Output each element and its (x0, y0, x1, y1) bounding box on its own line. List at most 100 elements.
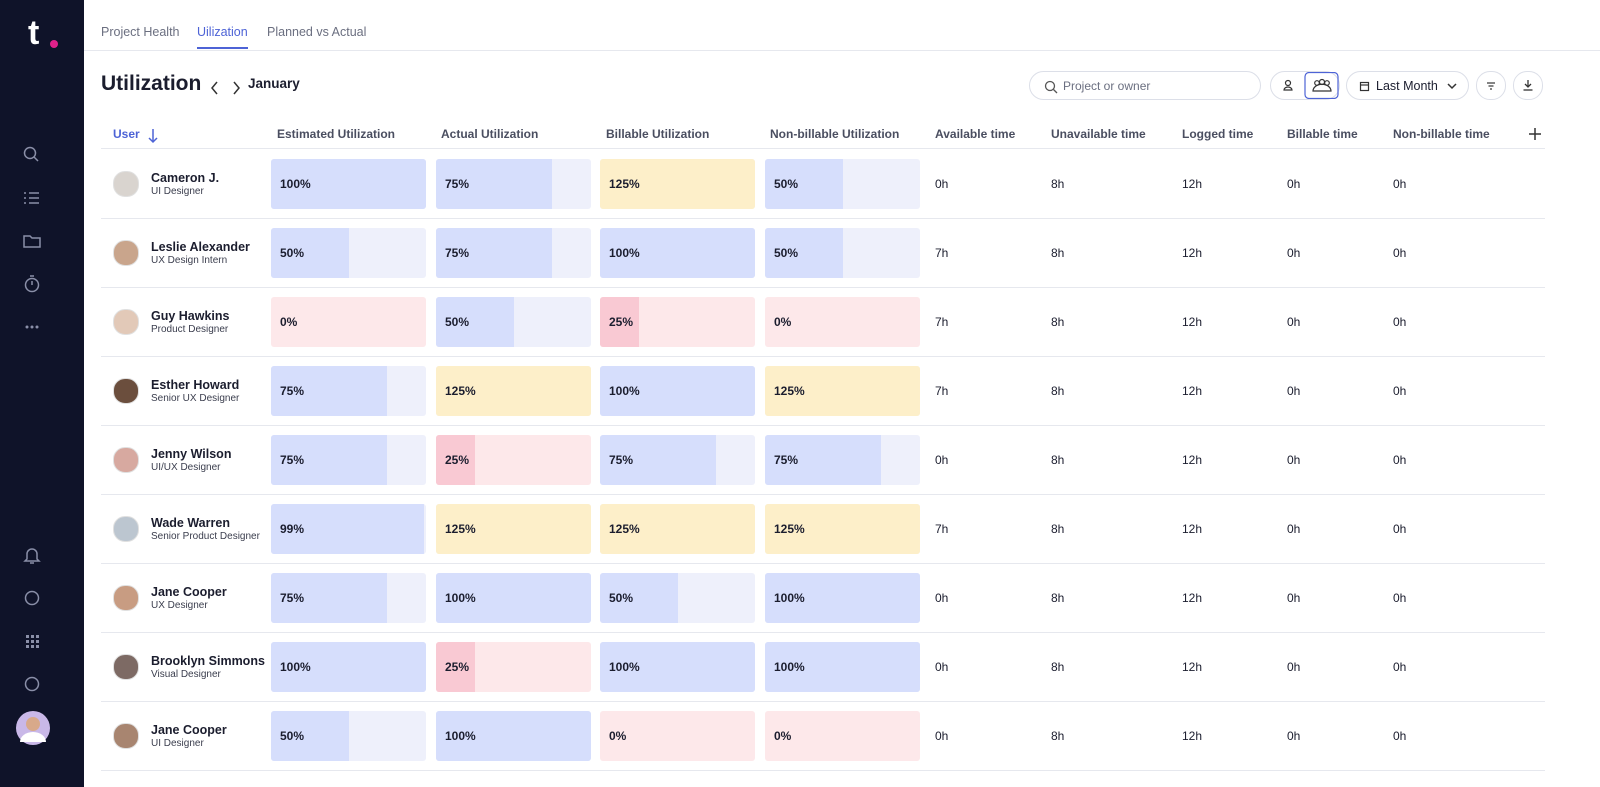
avatar (113, 447, 139, 473)
user-name: Jenny Wilson (151, 447, 232, 461)
sort-arrow[interactable] (146, 127, 160, 145)
time-value: 0h (1393, 384, 1407, 398)
utilization-label: 75% (280, 384, 305, 398)
time-value: 12h (1182, 246, 1203, 260)
team-view[interactable] (1304, 72, 1339, 99)
tab-underline (197, 47, 248, 49)
time-value: 7h (935, 315, 949, 329)
utilization-fill (436, 366, 591, 416)
utilization-label: 75% (445, 177, 470, 191)
time-value: 8h (1051, 315, 1065, 329)
utilization-bar: 75% (436, 228, 591, 278)
utilization-bar: 100% (765, 573, 920, 623)
sidebar: t (0, 0, 84, 787)
time-value: 12h (1182, 522, 1203, 536)
utilization-fill (436, 573, 591, 623)
utilization-label: 100% (774, 660, 805, 674)
tasks-icon[interactable] (24, 192, 39, 204)
period-dropdown[interactable]: Last Month (1346, 71, 1469, 100)
add-column[interactable] (1526, 125, 1544, 143)
user-role: Senior UX Designer (151, 393, 240, 404)
time-value: 8h (1051, 453, 1065, 467)
prev-button[interactable] (211, 81, 218, 95)
logo[interactable]: t (28, 14, 40, 52)
folder-icon[interactable] (23, 235, 41, 248)
utilization-bar: 50% (765, 228, 920, 278)
apps-icon[interactable] (26, 635, 39, 648)
month-nav (211, 81, 240, 95)
time-value: 0h (1393, 591, 1407, 605)
row-line (101, 770, 1545, 771)
download-icon (1523, 80, 1533, 91)
utilization-bar: 50% (765, 159, 920, 209)
utilization-bar: 125% (600, 504, 755, 554)
tab-active[interactable]: Uilization (197, 25, 248, 39)
tab[interactable]: Planned vs Actual (267, 25, 367, 39)
user-name: Jane Cooper (151, 585, 227, 599)
utilization-label: 125% (445, 522, 476, 536)
row-line (101, 632, 1545, 633)
avatar (113, 240, 139, 266)
utilization-fill (600, 573, 678, 623)
time-value: 8h (1051, 729, 1065, 743)
time-value: 12h (1182, 660, 1203, 674)
more-icon[interactable] (25, 325, 39, 329)
utilization-label: 75% (280, 591, 305, 605)
time-value: 0h (1287, 453, 1301, 467)
user-role: Visual Designer (151, 669, 221, 680)
time-value: 0h (1393, 522, 1407, 536)
time-value: 0h (935, 177, 949, 191)
utilization-label: 50% (774, 246, 799, 260)
time-value: 0h (1393, 729, 1407, 743)
avatar (113, 654, 139, 680)
help-icon[interactable] (24, 676, 40, 692)
download-button[interactable] (1513, 71, 1543, 100)
tab[interactable]: Project Health (101, 25, 180, 39)
utilization-bar: 100% (600, 366, 755, 416)
time-value: 0h (1287, 315, 1301, 329)
column-header: Billable time (1287, 127, 1358, 141)
utilization-label: 0% (609, 729, 627, 743)
search-placeholder: Project or owner (1063, 79, 1151, 93)
user-name: Esther Howard (151, 378, 240, 392)
period-label: Last Month (1376, 79, 1438, 93)
column-header: Non-billable time (1393, 127, 1490, 141)
user-role: Product Designer (151, 324, 229, 335)
calendar-icon (1359, 81, 1370, 92)
column-header: User (113, 127, 140, 141)
utilization-bar: 25% (436, 642, 591, 692)
time-value: 0h (1287, 729, 1301, 743)
chat-icon[interactable] (24, 590, 40, 606)
search-box[interactable]: Project or owner (1029, 71, 1261, 100)
user-role: Senior Product Designer (151, 531, 260, 542)
profile-avatar[interactable] (16, 711, 50, 745)
user-role: UI Designer (151, 186, 204, 197)
utilization-label: 100% (445, 729, 476, 743)
time-value: 12h (1182, 177, 1203, 191)
utilization-label: 125% (609, 522, 640, 536)
time-value: 0h (1393, 246, 1407, 260)
utilization-label: 50% (280, 246, 305, 260)
next-button[interactable] (233, 81, 240, 95)
time-value: 0h (935, 660, 949, 674)
utilization-label: 50% (280, 729, 305, 743)
utilization-bar: 125% (436, 366, 591, 416)
time-value: 8h (1051, 522, 1065, 536)
utilization-fill (436, 228, 553, 278)
utilization-bar: 75% (271, 366, 426, 416)
timer-icon[interactable] (24, 275, 40, 293)
utilization-label: 125% (609, 177, 640, 191)
utilization-fill (436, 711, 591, 761)
filter-button[interactable] (1476, 71, 1506, 100)
time-value: 12h (1182, 453, 1203, 467)
bell-icon[interactable] (23, 548, 41, 564)
utilization-fill (271, 711, 349, 761)
utilization-label: 100% (609, 384, 640, 398)
search-icon[interactable] (23, 146, 39, 162)
single-view[interactable] (1283, 79, 1293, 91)
utilization-fill (600, 228, 755, 278)
utilization-fill (600, 504, 755, 554)
utilization-bar: 0% (600, 711, 755, 761)
utilization-label: 125% (445, 384, 476, 398)
utilization-label: 50% (609, 591, 634, 605)
